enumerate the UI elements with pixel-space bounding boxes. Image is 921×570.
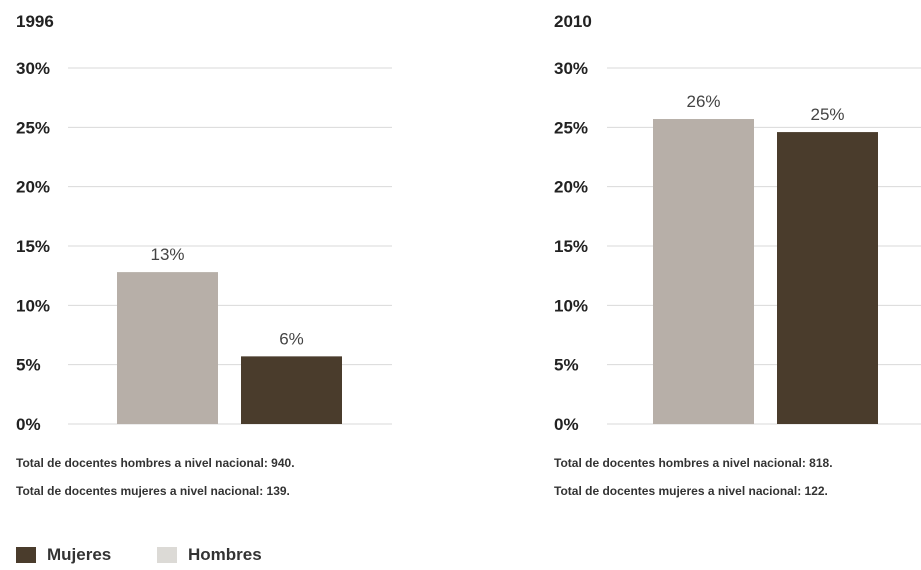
data-label: 13% (150, 245, 184, 264)
chart-panel-1996: 1996 0% 5% 10% 15% 20% 25% 30% 13% 6% Total de d… (0, 0, 430, 510)
total-mujeres-note: Total de docentes mujeres a nivel nacion… (16, 484, 290, 498)
legend-label: Hombres (188, 545, 262, 564)
data-label: 25% (810, 105, 844, 124)
chart-panel-2010: 2010 0% 5% 10% 15% 20% 25% 30% 26% 25% Total de … (530, 0, 921, 510)
total-mujeres-note: Total de docentes mujeres a nivel nacion… (554, 484, 828, 498)
legend-swatch-mujeres (16, 547, 36, 563)
bar-chart: 0% 5% 10% 15% 20% 25% 30% 13% 6% (16, 59, 392, 434)
bar-hombres (653, 119, 754, 424)
total-hombres-note: Total de docentes hombres a nivel nacion… (554, 456, 833, 470)
legend-item-hombres: Hombres (157, 544, 262, 566)
data-label: 6% (279, 329, 304, 348)
y-tick-label: 20% (554, 178, 588, 197)
bar-mujeres (241, 356, 342, 424)
data-label: 26% (686, 92, 720, 111)
legend-label: Mujeres (47, 545, 112, 564)
chart-title: 1996 (16, 12, 54, 31)
bar-mujeres (777, 132, 878, 424)
bar-chart: 0% 5% 10% 15% 20% 25% 30% 26% 25% (554, 59, 921, 434)
y-tick-label: 20% (16, 178, 50, 197)
y-tick-label: 10% (16, 296, 50, 315)
y-tick-label: 10% (554, 296, 588, 315)
bar-hombres (117, 272, 218, 424)
y-tick-label: 30% (16, 59, 50, 78)
y-tick-label: 0% (554, 415, 579, 434)
total-hombres-note: Total de docentes hombres a nivel nacion… (16, 456, 295, 470)
chart-title: 2010 (554, 12, 592, 31)
y-tick-label: 25% (16, 118, 50, 137)
y-tick-label: 15% (16, 237, 50, 256)
y-tick-label: 5% (554, 356, 579, 375)
y-tick-label: 15% (554, 237, 588, 256)
y-tick-label: 30% (554, 59, 588, 78)
legend-swatch-hombres (157, 547, 177, 563)
legend-item-mujeres: Mujeres (16, 544, 111, 566)
y-tick-label: 25% (554, 118, 588, 137)
y-tick-label: 0% (16, 415, 41, 434)
y-tick-label: 5% (16, 356, 41, 375)
legend: Mujeres Hombres (16, 544, 416, 566)
